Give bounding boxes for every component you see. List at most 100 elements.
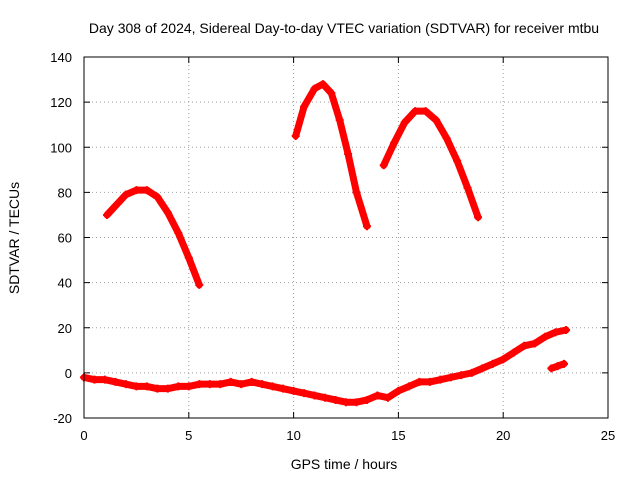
data-point [425, 377, 434, 386]
data-point [432, 116, 441, 125]
data-point [142, 186, 151, 195]
x-tick-label: 0 [80, 428, 87, 443]
data-point [195, 380, 204, 389]
data-point [310, 391, 319, 400]
data-point [258, 380, 267, 389]
data-point [331, 395, 340, 404]
data-point [174, 228, 183, 237]
data-point [383, 393, 392, 402]
data-point [226, 377, 235, 386]
series-line [380, 107, 482, 221]
y-axis-label: SDTVAR / TECUs [6, 182, 22, 294]
data-point [463, 183, 472, 192]
data-point [520, 341, 529, 350]
data-point [111, 201, 120, 210]
data-point [103, 210, 112, 219]
data-point [442, 134, 451, 143]
data-point [247, 377, 256, 386]
data-point [153, 384, 162, 393]
data-point [279, 384, 288, 393]
series-line [103, 186, 203, 289]
data-point [394, 386, 403, 395]
data-point [300, 102, 309, 111]
data-point [421, 107, 430, 116]
data-point [379, 161, 388, 170]
data-point [509, 348, 518, 357]
y-tick-label: 80 [58, 185, 72, 200]
data-point [551, 328, 560, 337]
data-point [163, 384, 172, 393]
data-point [404, 382, 413, 391]
data-point [362, 222, 371, 231]
data-point [100, 375, 109, 384]
y-tick-label: 140 [50, 50, 72, 65]
y-tick-label: 60 [58, 231, 72, 246]
data-point [362, 395, 371, 404]
data-point [237, 380, 246, 389]
x-tick-label: 25 [601, 428, 615, 443]
series-line [80, 326, 570, 406]
data-point [327, 89, 336, 98]
data-point [541, 332, 550, 341]
data-point [268, 382, 277, 391]
data-point [335, 116, 344, 125]
data-point [373, 391, 382, 400]
data-point [321, 393, 330, 402]
data-point [553, 362, 562, 371]
y-tick-label: 0 [65, 366, 72, 381]
ticks: 0 5 10 15 20 25 -20 0 20 40 60 80 100 120 140 [50, 50, 615, 443]
data-point [318, 80, 327, 89]
series-tail [547, 359, 568, 373]
data-point [488, 359, 497, 368]
data-point [352, 188, 361, 197]
data-point [132, 382, 141, 391]
data-point [174, 382, 183, 391]
data-point [142, 382, 151, 391]
series-line [292, 80, 371, 230]
series-arc-1 [103, 186, 204, 289]
x-tick-label: 5 [185, 428, 192, 443]
data-point [153, 192, 162, 201]
data-point [310, 84, 319, 93]
series-arc-3 [379, 107, 483, 222]
data-point [467, 368, 476, 377]
data-point [400, 118, 409, 127]
data-point [344, 150, 353, 159]
data-point [390, 138, 399, 147]
data-point [195, 280, 204, 289]
x-tick-label: 20 [496, 428, 510, 443]
data-point [342, 398, 350, 407]
plot-frame [83, 56, 609, 419]
data-point [184, 253, 193, 262]
data-point [216, 380, 225, 389]
series-layer [80, 80, 571, 407]
data-point [205, 380, 214, 389]
grid [84, 57, 608, 418]
data-point [163, 208, 172, 217]
data-point [436, 375, 445, 384]
data-point [530, 339, 539, 348]
data-point [300, 389, 309, 398]
data-point [289, 386, 298, 395]
x-axis-label: GPS time / hours [291, 456, 398, 472]
y-tick-label: 120 [50, 95, 72, 110]
data-point [453, 156, 462, 165]
data-point [184, 382, 193, 391]
x-tick-label: 10 [286, 428, 300, 443]
series-arc-2 [291, 80, 371, 231]
y-tick-label: 40 [58, 276, 72, 291]
data-point [111, 377, 120, 386]
y-tick-label: -20 [53, 411, 72, 426]
data-point [446, 373, 455, 382]
data-point [411, 107, 420, 116]
series-baseline [80, 326, 571, 407]
x-tick-label: 15 [391, 428, 405, 443]
data-point [132, 186, 141, 195]
data-point [121, 380, 130, 389]
y-tick-label: 20 [58, 321, 72, 336]
data-point [559, 359, 568, 368]
data-point [562, 326, 571, 335]
data-point [499, 355, 508, 364]
data-point [415, 377, 424, 386]
